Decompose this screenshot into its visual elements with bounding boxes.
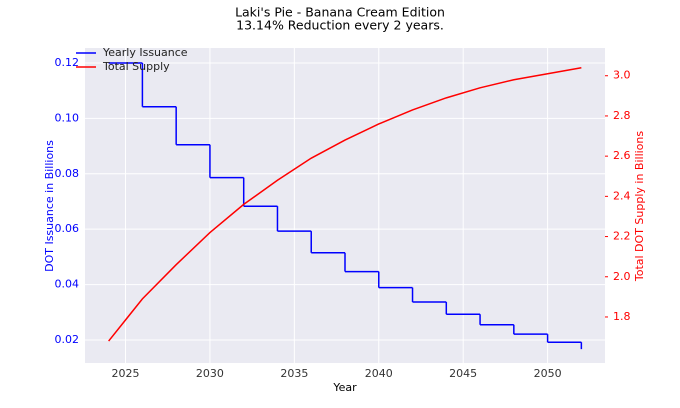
y-tick-label: 0.10 [55, 111, 80, 124]
y-tick-label: 0.08 [55, 167, 80, 180]
line [108, 66, 582, 342]
x-tick-label: 2050 [534, 367, 562, 380]
y-axis-label: DOT Issuance in Billions [43, 140, 56, 272]
y2-axis-label: Total DOT Supply in Billions [633, 131, 646, 283]
y-tick-label: 0.12 [55, 56, 80, 69]
legend-label: Total Supply [102, 60, 170, 73]
chart-title: Laki's Pie - Banana Cream Edition [235, 5, 445, 20]
y2-tick-label: 2.0 [613, 270, 631, 283]
y2-tick-label: 1.8 [613, 310, 631, 323]
x-tick-label: 2025 [112, 367, 140, 380]
y2-tick-label: 2.6 [613, 149, 631, 162]
y-tick-label: 0.06 [55, 222, 80, 235]
x-tick-label: 2035 [280, 367, 308, 380]
y2-tick-label: 2.4 [613, 189, 631, 202]
y2-tick-label: 2.8 [613, 109, 631, 122]
x-tick-label: 2045 [449, 367, 477, 380]
y2-tick-label: 2.2 [613, 230, 631, 243]
legend-label: Yearly Issuance [102, 46, 188, 59]
marks [108, 62, 583, 350]
x-axis-label: Year [332, 381, 357, 394]
x-tick-label: 2030 [196, 367, 224, 380]
y-tick-label: 0.04 [55, 278, 80, 291]
x-tick-label: 2040 [365, 367, 393, 380]
y2-tick-label: 3.0 [613, 69, 631, 82]
grid: 2025 2030 2035 2040 2045 2050 0.02 0.04 0.06 0.08… [55, 48, 631, 380]
plot-area [85, 48, 605, 363]
chart-subtitle: 13.14% Reduction every 2 years. [236, 18, 444, 33]
y-tick-label: 0.02 [55, 333, 80, 346]
